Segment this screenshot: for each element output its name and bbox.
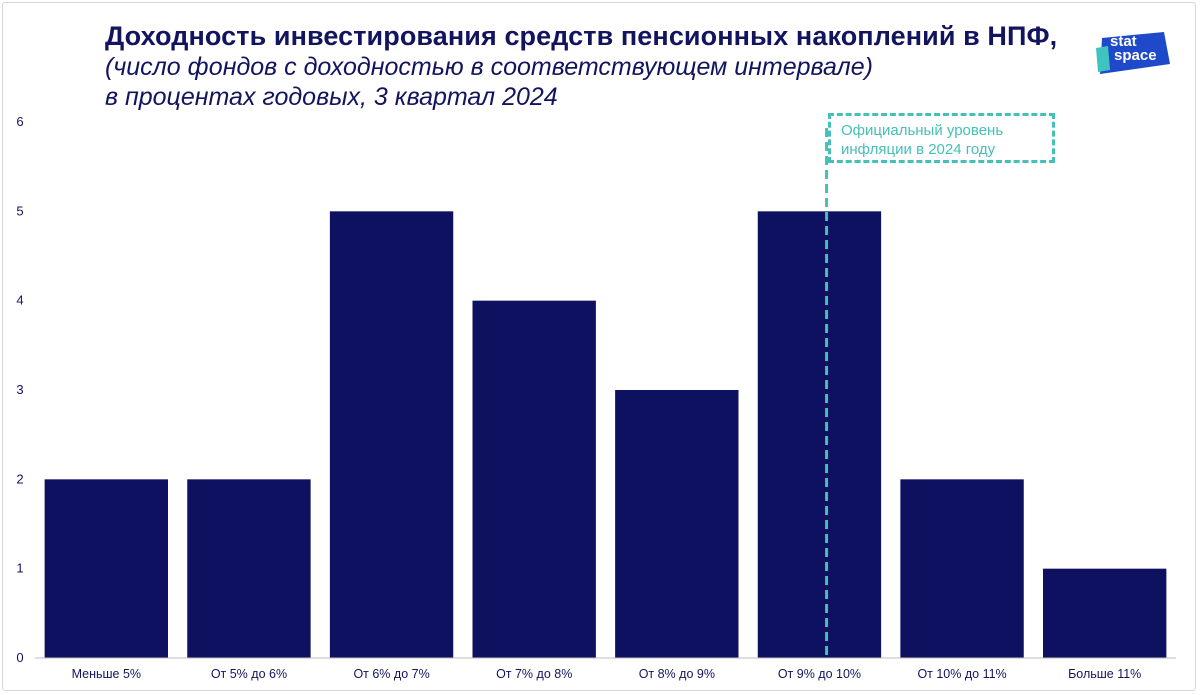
y-tick-label: 3 (16, 382, 23, 397)
logo-shape-icon (1096, 32, 1170, 74)
bar (615, 390, 739, 658)
bar (1043, 568, 1167, 658)
bar (472, 300, 596, 658)
bar (187, 479, 311, 658)
x-tick-label: От 5% до 6% (211, 667, 287, 681)
x-axis-labels: Меньше 5% От 5% до 6% От 6% до 7% От 7% до … (72, 667, 1142, 681)
annotation-line1: Официальный уровень (841, 122, 1004, 139)
x-tick-label: От 10% до 11% (917, 667, 1006, 681)
y-axis-ticks: 0 1 2 3 4 5 6 (16, 114, 23, 665)
x-tick-label: От 6% до 7% (353, 667, 429, 681)
chart-subtitle-line1: (число фондов с доходностью в соответств… (105, 53, 873, 81)
x-tick-label: От 7% до 8% (496, 667, 572, 681)
x-tick-label: Больше 11% (1068, 667, 1141, 681)
y-tick-label: 2 (16, 471, 23, 486)
chart-subtitle-line2: в процентах годовых, 3 квартал 2024 (105, 83, 558, 111)
bar (900, 479, 1024, 658)
bars (44, 211, 1167, 659)
bar (757, 211, 882, 659)
y-tick-label: 1 (16, 561, 23, 576)
annotation-line2: инфляции в 2024 году (841, 141, 996, 158)
logo-text-space: space (1114, 47, 1157, 64)
bar (329, 211, 454, 659)
inflation-annotation: Официальный уровень инфляции в 2024 году (828, 113, 1055, 163)
y-tick-label: 4 (16, 293, 23, 308)
x-tick-label: Меньше 5% (72, 667, 141, 681)
bar (44, 479, 168, 658)
x-tick-label: От 8% до 9% (639, 667, 715, 681)
y-tick-label: 0 (16, 650, 23, 665)
y-tick-label: 5 (16, 203, 23, 218)
statspace-logo: stat space (1094, 30, 1174, 76)
y-tick-label: 6 (16, 114, 23, 129)
title-block: Доходность инвестирования средств пенсио… (105, 20, 1057, 112)
x-tick-label: От 9% до 10% (778, 667, 861, 681)
chart-title: Доходность инвестирования средств пенсио… (105, 21, 1058, 51)
logo-text-stat: stat (1110, 33, 1137, 50)
